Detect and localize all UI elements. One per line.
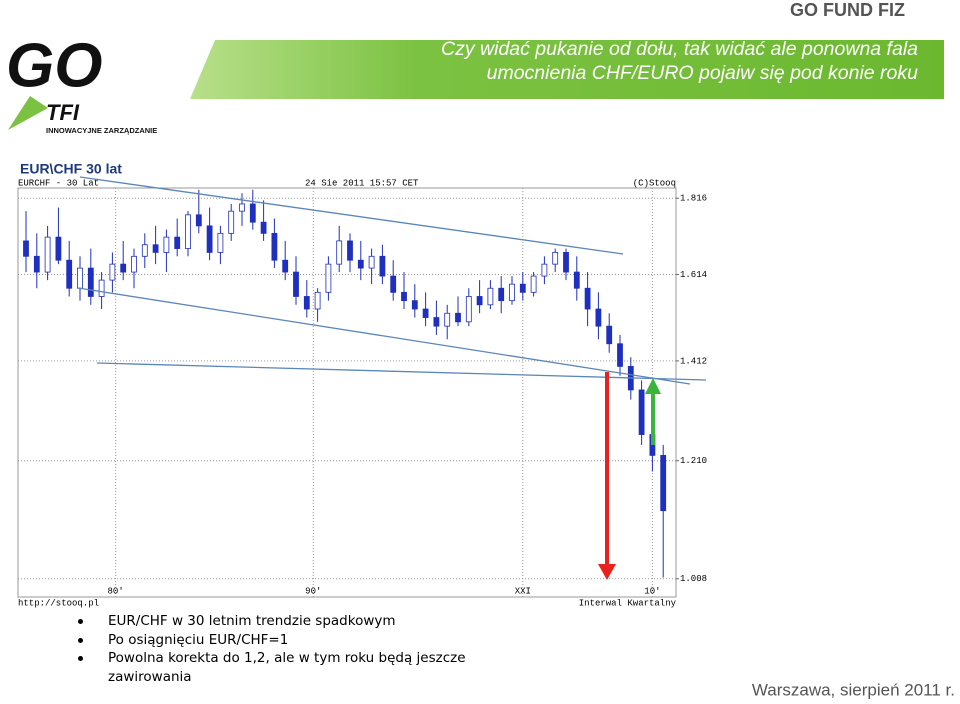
candle-body — [638, 389, 645, 435]
chart-symbol: EURCHF - 30 Lat — [18, 178, 99, 188]
candle-body — [498, 287, 505, 302]
title: Czy widać pukanie od dołu, tak widać ale… — [441, 38, 918, 60]
candle-body — [617, 343, 623, 367]
candle-body — [33, 255, 40, 273]
candle-body — [217, 232, 224, 253]
candle-body — [228, 210, 235, 234]
candle-body — [249, 203, 256, 223]
y-tick-label: 1.008 — [680, 574, 707, 584]
candle-body — [401, 291, 407, 302]
candle-body — [87, 267, 94, 297]
candle-body — [573, 271, 580, 289]
arrow-down-head — [598, 564, 616, 580]
candle-body — [552, 252, 559, 265]
candle-body — [347, 240, 353, 261]
candle-body — [379, 255, 386, 277]
y-tick-label: 1.614 — [680, 270, 707, 280]
logo-tagline: INNOWACYJNE ZARZĄDZANIE — [46, 126, 157, 135]
bullet: Po osiągnięciu EUR/CHF=1 — [78, 631, 478, 650]
candle-body — [152, 244, 159, 253]
logo-sub: TFI — [46, 100, 80, 125]
candle-body — [476, 296, 483, 306]
candle-body — [271, 232, 278, 261]
bullet: EUR/CHF w 30 letnim trendzie spadkowym — [78, 612, 478, 631]
candle-body — [519, 283, 526, 293]
candle-body — [260, 221, 267, 234]
trend-line — [77, 287, 691, 385]
candle-body — [131, 255, 137, 273]
candle-body — [141, 244, 148, 257]
arrow-up-head — [645, 378, 661, 394]
candle-body — [174, 236, 181, 249]
candle-body — [411, 300, 418, 310]
candle-body — [282, 259, 289, 273]
candle-body — [55, 236, 62, 261]
trend-line — [79, 176, 624, 255]
y-tick-label: 1.816 — [680, 194, 707, 204]
candle-body — [433, 317, 440, 327]
x-tick-label: XXI — [515, 586, 531, 596]
bullet-list: EUR/CHF w 30 letnim trendzie spadkowym P… — [78, 612, 478, 686]
candle-body — [465, 296, 472, 323]
title: umocnienia CHF/EURO pojaiw się pod konie… — [487, 62, 919, 84]
chart-interval: Interwal Kwartalny — [579, 598, 677, 608]
candle-body — [98, 279, 105, 297]
candle-body — [455, 312, 461, 323]
title-banner — [190, 40, 944, 99]
candle-body — [563, 252, 569, 273]
candle-body — [660, 454, 667, 512]
candle-body — [487, 287, 494, 306]
y-tick-label: 1.412 — [680, 356, 707, 366]
brand: GO FUND FIZ — [790, 0, 905, 20]
plot-frame — [17, 187, 677, 598]
candle-body — [163, 236, 170, 253]
candle-body — [66, 259, 73, 289]
candle-body — [314, 291, 321, 310]
candle-body — [541, 263, 548, 277]
x-tick-label: 10' — [644, 586, 660, 596]
candle-body — [390, 275, 397, 293]
logo: GO — [6, 31, 102, 100]
candle-body — [368, 255, 375, 269]
candle-body — [584, 287, 591, 310]
candle-body — [606, 325, 613, 345]
bullet: Powolna korekta do 1,2, ale w tym roku b… — [78, 649, 478, 686]
chart-source: http://stooq.pl — [18, 598, 99, 608]
candle-body — [195, 214, 202, 227]
candle-body — [23, 240, 29, 257]
y-tick-label: 1.210 — [680, 456, 707, 466]
candle-body — [44, 236, 51, 273]
candle-body — [239, 203, 245, 212]
section-label: EUR\CHF 30 lat — [20, 161, 122, 177]
candle-body — [77, 267, 83, 289]
candle-body — [325, 263, 332, 293]
x-tick-label: 80' — [108, 586, 124, 596]
candle-body — [120, 263, 127, 273]
candle-body — [206, 225, 213, 253]
candle-body — [109, 263, 116, 281]
candle-body — [336, 240, 343, 265]
x-tick-label: 90' — [305, 586, 321, 596]
chart-copyright: (C)Stooq — [633, 178, 676, 188]
candle-body — [444, 312, 451, 327]
candle-body — [185, 214, 191, 249]
chart-timestamp: 24 Sie 2011 15:57 CET — [305, 178, 419, 188]
logo-mark — [8, 96, 48, 130]
annotations — [77, 176, 707, 580]
candle-body — [303, 296, 310, 310]
candle-body — [595, 308, 602, 327]
candle-body — [357, 259, 364, 269]
candle-body — [530, 275, 537, 293]
candle-body — [509, 283, 515, 302]
candle-body — [293, 271, 299, 297]
trend-line — [96, 362, 707, 381]
candle-body — [422, 308, 429, 318]
footer: Warszawa, sierpień 2011 r. — [752, 680, 955, 699]
